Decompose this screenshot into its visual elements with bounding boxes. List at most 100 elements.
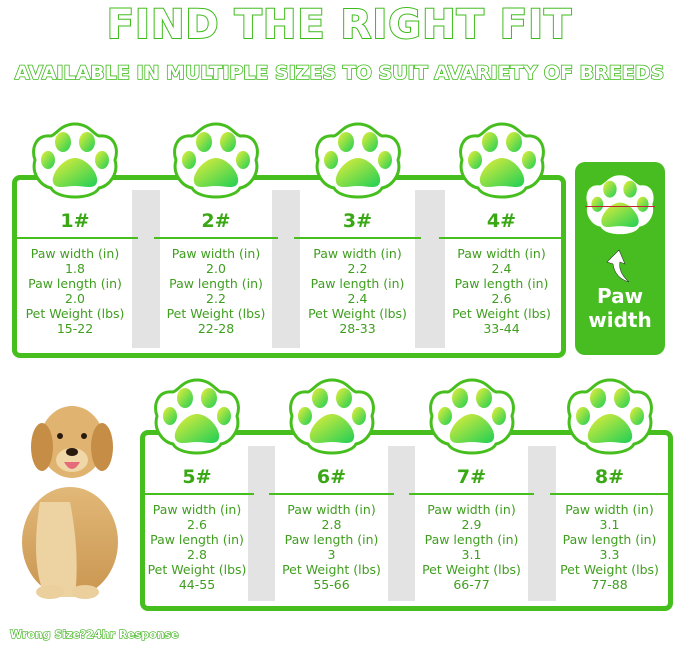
paw-length-value: 2.2 — [206, 291, 226, 306]
paw-length-value: 2.0 — [65, 291, 85, 306]
pet-weight-label: Pet Weight (lbs) — [166, 306, 266, 321]
size-card: 1# Paw width (in) 1.8 Paw length (in) 2.… — [12, 198, 138, 348]
paw-length-label: Paw length (in) — [310, 276, 405, 291]
column-gap — [388, 446, 415, 601]
paw-width-label: Paw width (in) — [427, 502, 516, 517]
paw-length-label: Paw length (in) — [28, 276, 122, 291]
size-card: 2# Paw width (in) 2.0 Paw length (in) 2.… — [154, 198, 278, 348]
paw-length-value: 2.6 — [491, 291, 512, 306]
pet-weight-value: 22-28 — [197, 321, 235, 336]
size-number: 6# — [316, 466, 347, 488]
size-specs: Paw width (in) 2.0 Paw length (in) 2.2 P… — [160, 246, 272, 336]
golden-retriever-photo — [22, 406, 118, 599]
paw-icon — [566, 378, 653, 455]
column-gap — [528, 446, 556, 601]
curved-arrow-icon — [606, 249, 630, 283]
paw-width-value: 1.8 — [65, 261, 85, 276]
pet-weight-label: Pet Weight (lbs) — [560, 562, 659, 577]
pet-weight-label: Pet Weight (lbs) — [422, 562, 521, 577]
paw-length-value: 3 — [327, 547, 336, 562]
size-number: 8# — [594, 466, 625, 488]
pet-weight-label: Pet Weight (lbs) — [25, 306, 125, 321]
pet-weight-label: Pet Weight (lbs) — [147, 562, 247, 577]
size-card: 3# Paw width (in) 2.2 Paw length (in) 2.… — [294, 198, 421, 348]
divider — [154, 237, 278, 239]
size-specs: Paw width (in) 2.9 Paw length (in) 3.1 P… — [415, 502, 528, 592]
paw-width-value: 2.2 — [347, 261, 368, 276]
paw-length-value: 2.8 — [187, 547, 207, 562]
paw-icon — [32, 122, 118, 199]
size-specs: Paw width (in) 1.8 Paw length (in) 2.0 P… — [18, 246, 132, 336]
size-number: 7# — [456, 466, 487, 488]
pet-weight-value: 66-77 — [453, 577, 490, 592]
column-gap — [415, 190, 445, 348]
pet-weight-label: Pet Weight (lbs) — [452, 306, 551, 321]
paw-length-label: Paw length (in) — [169, 276, 263, 291]
paw-length-label: Paw length (in) — [454, 276, 549, 291]
paw-icon — [154, 378, 240, 455]
size-number: 3# — [342, 210, 373, 232]
divider — [439, 237, 564, 239]
size-card: 8# Paw width (in) 3.1 Paw length (in) 3.… — [550, 454, 669, 601]
pet-weight-value: 55-66 — [313, 577, 350, 592]
size-card: 5# Paw width (in) 2.6 Paw length (in) 2.… — [140, 454, 254, 601]
paw-width-label: Paw width (in) — [565, 502, 654, 517]
divider — [12, 237, 138, 239]
paw-width-value: 2.9 — [461, 517, 482, 532]
size-card: 6# Paw width (in) 2.8 Paw length (in) 3 … — [269, 454, 394, 601]
size-specs: Paw width (in) 3.1 Paw length (in) 3.3 P… — [556, 502, 663, 592]
paw-width-label: Paw width (in) — [152, 502, 242, 517]
paw-icon — [583, 172, 657, 237]
pet-weight-value: 33-44 — [483, 321, 520, 336]
paw-width-value: 2.8 — [321, 517, 342, 532]
size-number: 4# — [486, 210, 517, 232]
paw-width-label-line2: width — [588, 308, 652, 332]
paw-length-label: Paw length (in) — [562, 532, 657, 547]
pet-weight-value: 15-22 — [56, 321, 94, 336]
paw-length-value: 3.1 — [461, 547, 482, 562]
size-number: 1# — [60, 210, 90, 232]
paw-width-label: Paw width (in) — [313, 246, 402, 261]
paw-width-value: 2.4 — [491, 261, 512, 276]
pet-weight-value: 44-55 — [178, 577, 216, 592]
measure-line — [585, 206, 655, 207]
size-specs: Paw width (in) 2.8 Paw length (in) 3 Pet… — [275, 502, 388, 592]
paw-width-label-line1: Paw — [596, 284, 644, 308]
size-specs: Paw width (in) 2.4 Paw length (in) 2.6 P… — [445, 246, 558, 336]
paw-length-label: Paw length (in) — [424, 532, 519, 547]
main-title: FIND THE RIGHT FIT — [106, 1, 573, 49]
divider — [294, 237, 421, 239]
divider — [140, 493, 254, 495]
pet-weight-value: 77-88 — [591, 577, 628, 592]
size-specs: Paw width (in) 2.2 Paw length (in) 2.4 P… — [300, 246, 415, 336]
paw-width-label: Paw width (in) — [30, 246, 120, 261]
size-card: 4# Paw width (in) 2.4 Paw length (in) 2.… — [439, 198, 564, 348]
paw-width-guide: Paw width — [575, 162, 665, 355]
paw-width-label: Paw width — [575, 284, 665, 332]
paw-icon — [458, 122, 545, 199]
subtitle: AVAILABLE IN MULTIPLE SIZES TO SUIT AVAR… — [14, 61, 665, 85]
size-number: 5# — [182, 466, 212, 488]
paw-width-label: Paw width (in) — [287, 502, 376, 517]
column-gap — [248, 446, 275, 601]
divider — [550, 493, 669, 495]
paw-length-label: Paw length (in) — [150, 532, 244, 547]
paw-length-value: 3.3 — [599, 547, 620, 562]
paw-width-label: Paw width (in) — [457, 246, 546, 261]
paw-length-label: Paw length (in) — [284, 532, 379, 547]
footer-note: Wrong Size?24hr Response — [9, 627, 179, 641]
paw-length-value: 2.4 — [347, 291, 368, 306]
size-card: 7# Paw width (in) 2.9 Paw length (in) 3.… — [409, 454, 534, 601]
divider — [269, 493, 394, 495]
pet-weight-value: 28-33 — [339, 321, 376, 336]
paw-icon — [428, 378, 515, 455]
pet-weight-label: Pet Weight (lbs) — [282, 562, 381, 577]
column-gap — [132, 190, 160, 348]
column-gap — [272, 190, 300, 348]
divider — [409, 493, 534, 495]
paw-width-label: Paw width (in) — [171, 246, 261, 261]
paw-icon — [288, 378, 375, 455]
paw-icon — [314, 122, 401, 199]
pet-weight-label: Pet Weight (lbs) — [308, 306, 407, 321]
